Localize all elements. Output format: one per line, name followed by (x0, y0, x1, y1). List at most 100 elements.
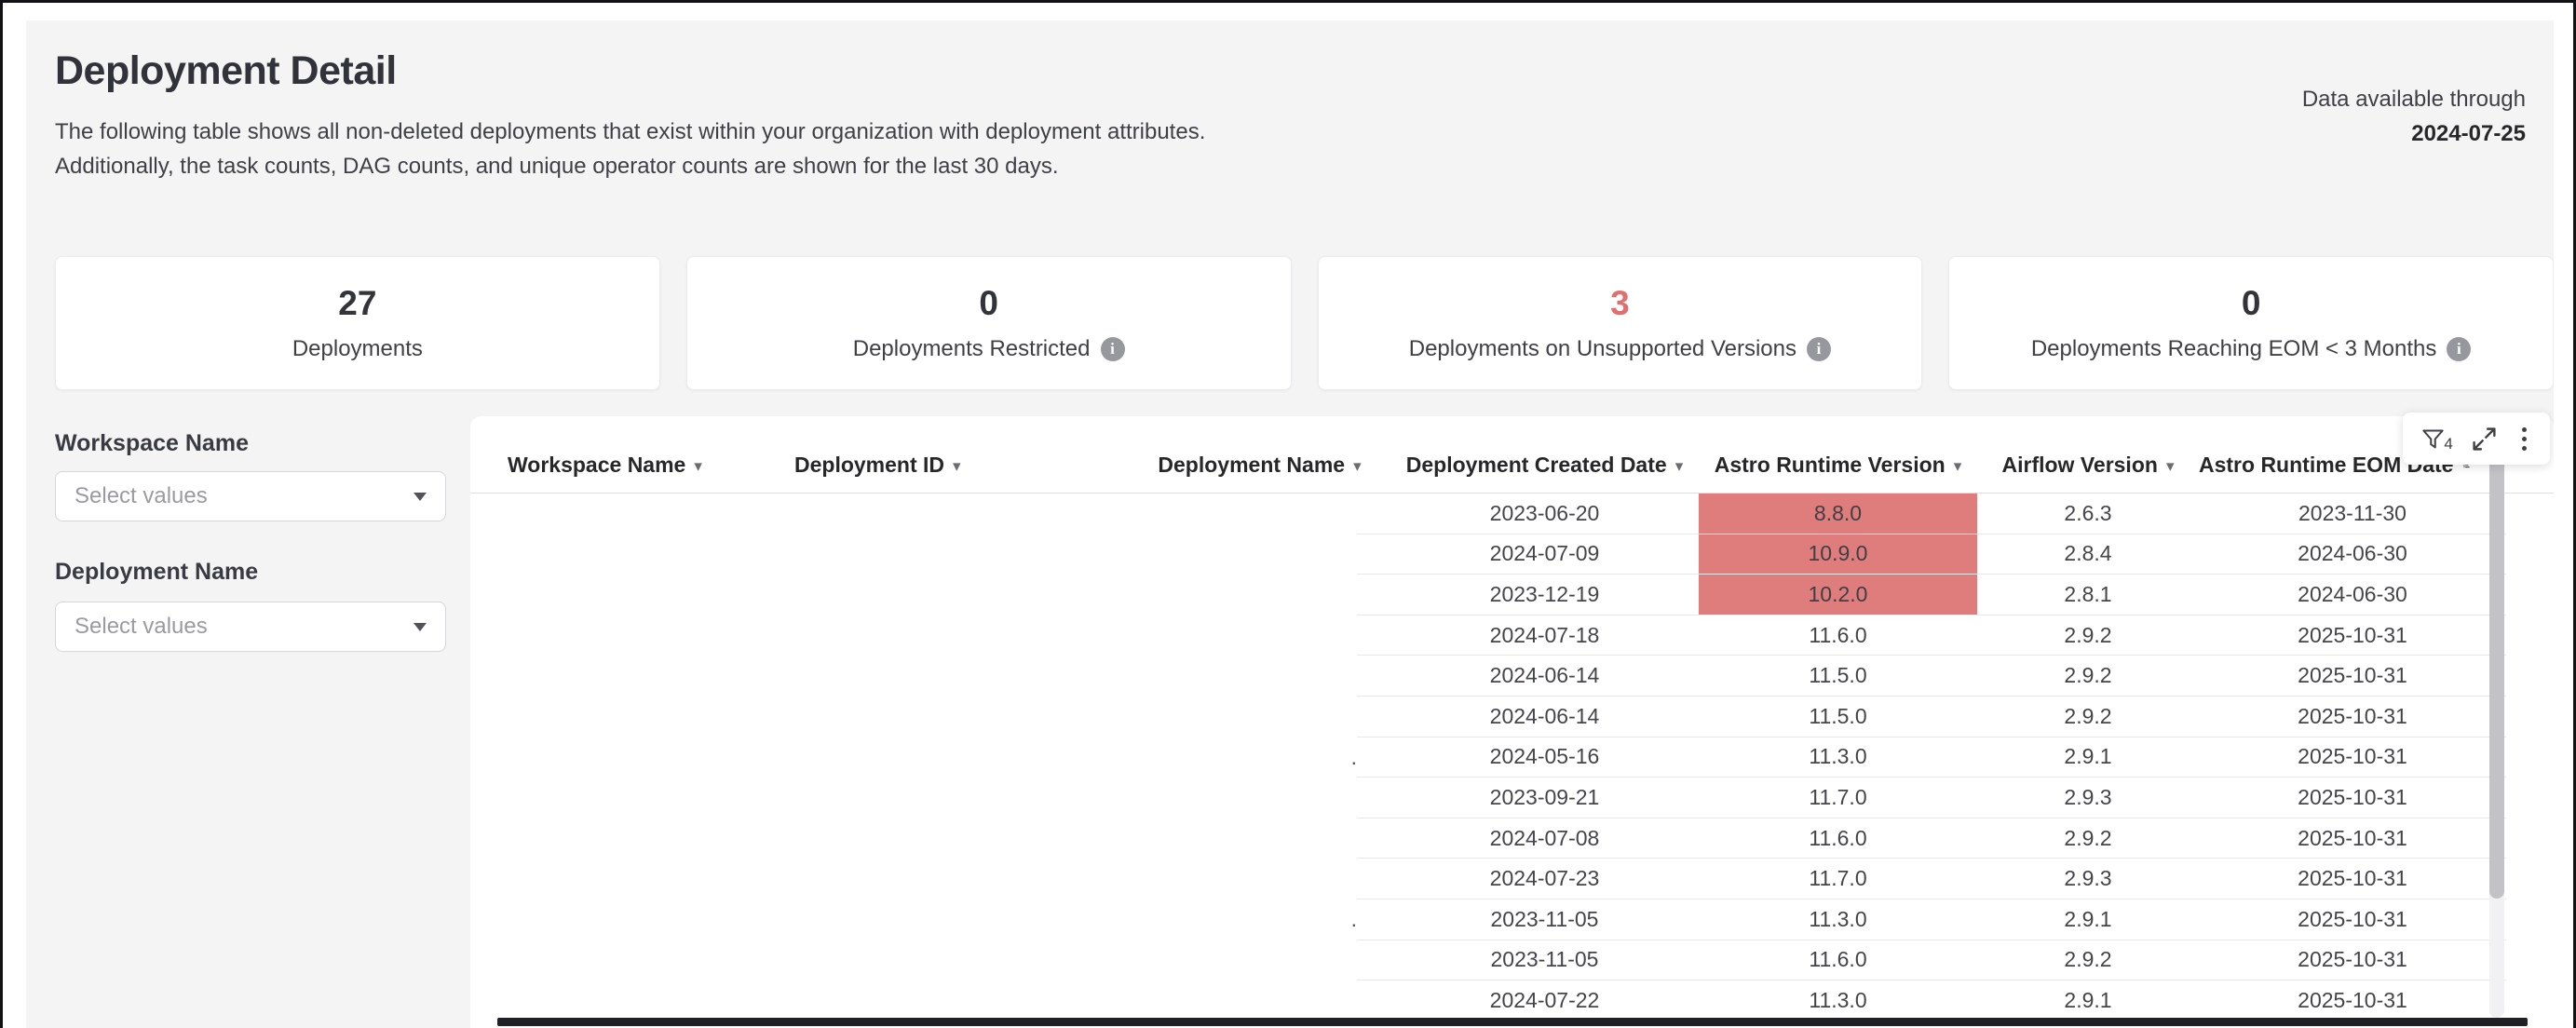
kpi-value: 0 (2241, 284, 2261, 322)
cell-astro-runtime-eom-date: 2025-10-31 (2298, 663, 2407, 688)
cell-deployment-created-date: 2023-06-20 (1489, 500, 1600, 525)
cell-astro-runtime-eom-date: 2025-10-31 (2298, 825, 2407, 850)
chevron-down-icon: ▾ (694, 456, 702, 475)
cell-deployment-name: . (1350, 906, 1357, 931)
cell-deployment-name: . (1350, 744, 1357, 769)
cell-astro-runtime-eom-date: 2025-10-31 (2298, 906, 2407, 931)
cell-deployment-name (470, 778, 1357, 818)
workspace-name-filter-select[interactable]: Select values (55, 471, 446, 521)
table-toolbar: 4 (2403, 413, 2550, 465)
data-available-date: 2024-07-25 (2411, 121, 2526, 146)
cell-deployment-name (470, 697, 1357, 737)
cell-airflow-version: 2.9.1 (2064, 744, 2112, 769)
cell-airflow-version: 2.9.2 (2064, 622, 2112, 647)
table-row: 2024-07-08 11.6.0 2.9.2 2025-10-31 (470, 818, 2554, 859)
chevron-down-icon: ▾ (1353, 456, 1362, 475)
cell-deployment-created-date: 2023-12-19 (1489, 581, 1600, 606)
vertical-scrollbar-thumb[interactable] (2489, 428, 2504, 899)
cell-deployment-name (470, 656, 1357, 697)
column-header-workspace-name[interactable]: Workspace Name ▾ (508, 453, 702, 477)
table-row: 2024-07-18 11.6.0 2.9.2 2025-10-31 (470, 615, 2554, 656)
cell-astro-runtime-version: 8.8.0 (1699, 494, 1977, 534)
cell-airflow-version: 2.9.3 (2064, 866, 2112, 891)
cell-deployment-created-date: 2024-07-23 (1489, 866, 1600, 891)
column-header-airflow-version[interactable]: Airflow Version ▾ (2001, 453, 2175, 477)
deployment-name-filter-select[interactable]: Select values (55, 602, 446, 652)
chevron-down-icon (414, 492, 427, 501)
cell-astro-runtime-version: 10.9.0 (1699, 534, 1977, 575)
expand-icon (2473, 426, 2496, 451)
cell-deployment-created-date: 2024-06-14 (1489, 703, 1600, 728)
kpi-value: 27 (338, 284, 377, 322)
cell-airflow-version: 2.8.4 (2064, 541, 2112, 566)
info-icon[interactable]: i (1807, 337, 1831, 361)
cell-astro-runtime-eom-date: 2025-10-31 (2298, 866, 2407, 891)
kpi-value: 0 (979, 284, 998, 322)
cell-deployment-created-date: 2023-11-05 (1490, 906, 1599, 931)
table-header-row: Workspace Name ▾ Deployment ID ▾ Deploymen… (470, 416, 2554, 494)
data-available-label: Data available through (2301, 87, 2526, 112)
table-row: 2023-06-20 8.8.0 2.6.3 2023-11-30 (470, 494, 2554, 534)
cell-airflow-version: 2.9.2 (2064, 703, 2112, 728)
kpi-card-row: 27 Deployments 0 Deployments Restricted … (55, 256, 2554, 390)
cell-deployment-name (470, 818, 1357, 859)
cell-deployment-created-date: 2024-05-16 (1489, 744, 1600, 769)
kpi-label: Deployments Reaching EOM < 3 Months (2030, 336, 2437, 361)
cell-deployment-name (470, 494, 1357, 534)
cell-deployment-created-date: 2024-07-18 (1489, 622, 1600, 647)
cell-astro-runtime-eom-date: 2025-10-31 (2298, 703, 2407, 728)
chevron-down-icon: ▾ (953, 456, 961, 475)
cell-airflow-version: 2.9.3 (2064, 784, 2112, 809)
table-row: 2023-12-19 10.2.0 2.8.1 2024-06-30 (470, 575, 2554, 615)
cell-astro-runtime-eom-date: 2025-10-31 (2298, 744, 2407, 769)
column-header-astro-runtime-version[interactable]: Astro Runtime Version ▾ (1714, 453, 1962, 477)
kpi-label: Deployments Restricted (852, 336, 1091, 361)
cell-airflow-version: 2.9.2 (2064, 825, 2112, 850)
page-description-line2: Additionally, the task counts, DAG count… (55, 154, 1059, 179)
info-icon[interactable]: i (1100, 337, 1125, 361)
column-header-deployment-id[interactable]: Deployment ID ▾ (794, 453, 961, 477)
cell-astro-runtime-version: 11.3.0 (1809, 744, 1867, 769)
page-description-line1: The following table shows all non-delete… (55, 119, 1206, 144)
data-available-block: Data available through 2024-07-25 (2302, 82, 2526, 151)
table-row: 2024-07-22 11.3.0 2.9.1 2025-10-31 (470, 981, 2554, 1021)
workspace-name-filter-label: Workspace Name (55, 430, 249, 456)
horizontal-scrollbar[interactable] (497, 1018, 2528, 1026)
cell-deployment-name (470, 615, 1357, 656)
cell-airflow-version: 2.9.2 (2064, 947, 2112, 972)
table-row: 2024-07-09 10.9.0 2.8.4 2024-06-30 (470, 534, 2554, 575)
cell-deployment-name (470, 940, 1357, 981)
dashboard-canvas: Deployment Detail The following table sh… (26, 20, 2554, 1028)
more-options-button[interactable] (2516, 424, 2532, 454)
cell-astro-runtime-eom-date: 2025-10-31 (2298, 784, 2407, 809)
chevron-down-icon: ▾ (1953, 456, 1962, 475)
chevron-down-icon (414, 622, 427, 631)
cell-astro-runtime-eom-date: 2025-10-31 (2298, 947, 2407, 972)
cell-astro-runtime-eom-date: 2024-06-30 (2298, 541, 2407, 566)
info-icon[interactable]: i (2447, 337, 2472, 361)
cell-deployment-created-date: 2024-07-22 (1489, 987, 1600, 1012)
cell-astro-runtime-eom-date: 2023-11-30 (2298, 500, 2407, 525)
cell-astro-runtime-version: 11.7.0 (1809, 866, 1867, 891)
kpi-card-deployments-restricted: 0 Deployments Restricted i (685, 256, 1292, 390)
cell-deployment-created-date: 2024-07-09 (1489, 541, 1600, 566)
kpi-card-reaching-eom: 0 Deployments Reaching EOM < 3 Months i (1948, 256, 2554, 390)
expand-button[interactable] (2471, 426, 2498, 453)
cell-deployment-created-date: 2023-11-05 (1490, 947, 1599, 972)
cell-astro-runtime-version: 11.6.0 (1809, 825, 1867, 850)
kpi-label: Deployments (291, 336, 423, 361)
cell-deployment-name (470, 575, 1357, 615)
vertical-scrollbar-track[interactable] (2489, 428, 2504, 1018)
table-row: . 2023-11-05 11.3.0 2.9.1 2025-10-31 (470, 900, 2554, 940)
filter-button[interactable]: 4 (2420, 426, 2453, 453)
kpi-card-unsupported-versions: 3 Deployments on Unsupported Versions i (1317, 256, 1923, 390)
column-header-deployment-name[interactable]: Deployment Name ▾ (1158, 453, 1362, 477)
table-row: 2024-06-14 11.5.0 2.9.2 2025-10-31 (470, 656, 2554, 697)
cell-astro-runtime-eom-date: 2025-10-31 (2298, 622, 2407, 647)
page-title: Deployment Detail (55, 48, 397, 93)
cell-astro-runtime-version: 11.5.0 (1809, 663, 1867, 688)
column-header-deployment-created-date[interactable]: Deployment Created Date ▾ (1405, 453, 1684, 477)
cell-airflow-version: 2.8.1 (2064, 581, 2112, 606)
select-placeholder: Select values (75, 614, 208, 639)
